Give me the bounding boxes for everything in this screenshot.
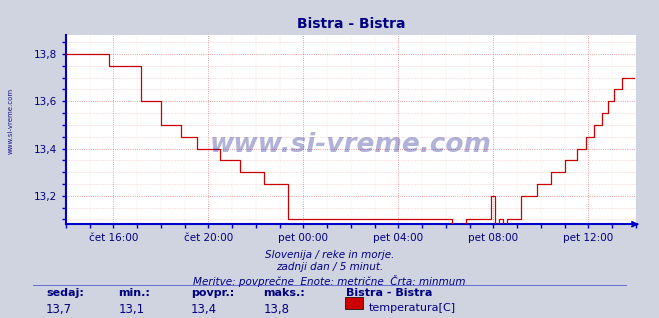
Text: sedaj:: sedaj: (46, 288, 84, 298)
Text: maks.:: maks.: (264, 288, 305, 298)
Text: 13,7: 13,7 (46, 303, 72, 316)
Text: Bistra - Bistra: Bistra - Bistra (346, 288, 432, 298)
Text: www.si-vreme.com: www.si-vreme.com (8, 88, 14, 154)
Text: www.si-vreme.com: www.si-vreme.com (210, 132, 492, 158)
Text: 13,8: 13,8 (264, 303, 289, 316)
Text: povpr.:: povpr.: (191, 288, 235, 298)
Text: Slovenija / reke in morje.: Slovenija / reke in morje. (265, 250, 394, 259)
Text: temperatura[C]: temperatura[C] (369, 303, 456, 313)
Title: Bistra - Bistra: Bistra - Bistra (297, 17, 405, 31)
Text: Meritve: povprečne  Enote: metrične  Črta: minmum: Meritve: povprečne Enote: metrične Črta:… (193, 275, 466, 287)
Text: 13,1: 13,1 (119, 303, 145, 316)
Text: 13,4: 13,4 (191, 303, 217, 316)
Text: min.:: min.: (119, 288, 150, 298)
Text: zadnji dan / 5 minut.: zadnji dan / 5 minut. (276, 262, 383, 272)
